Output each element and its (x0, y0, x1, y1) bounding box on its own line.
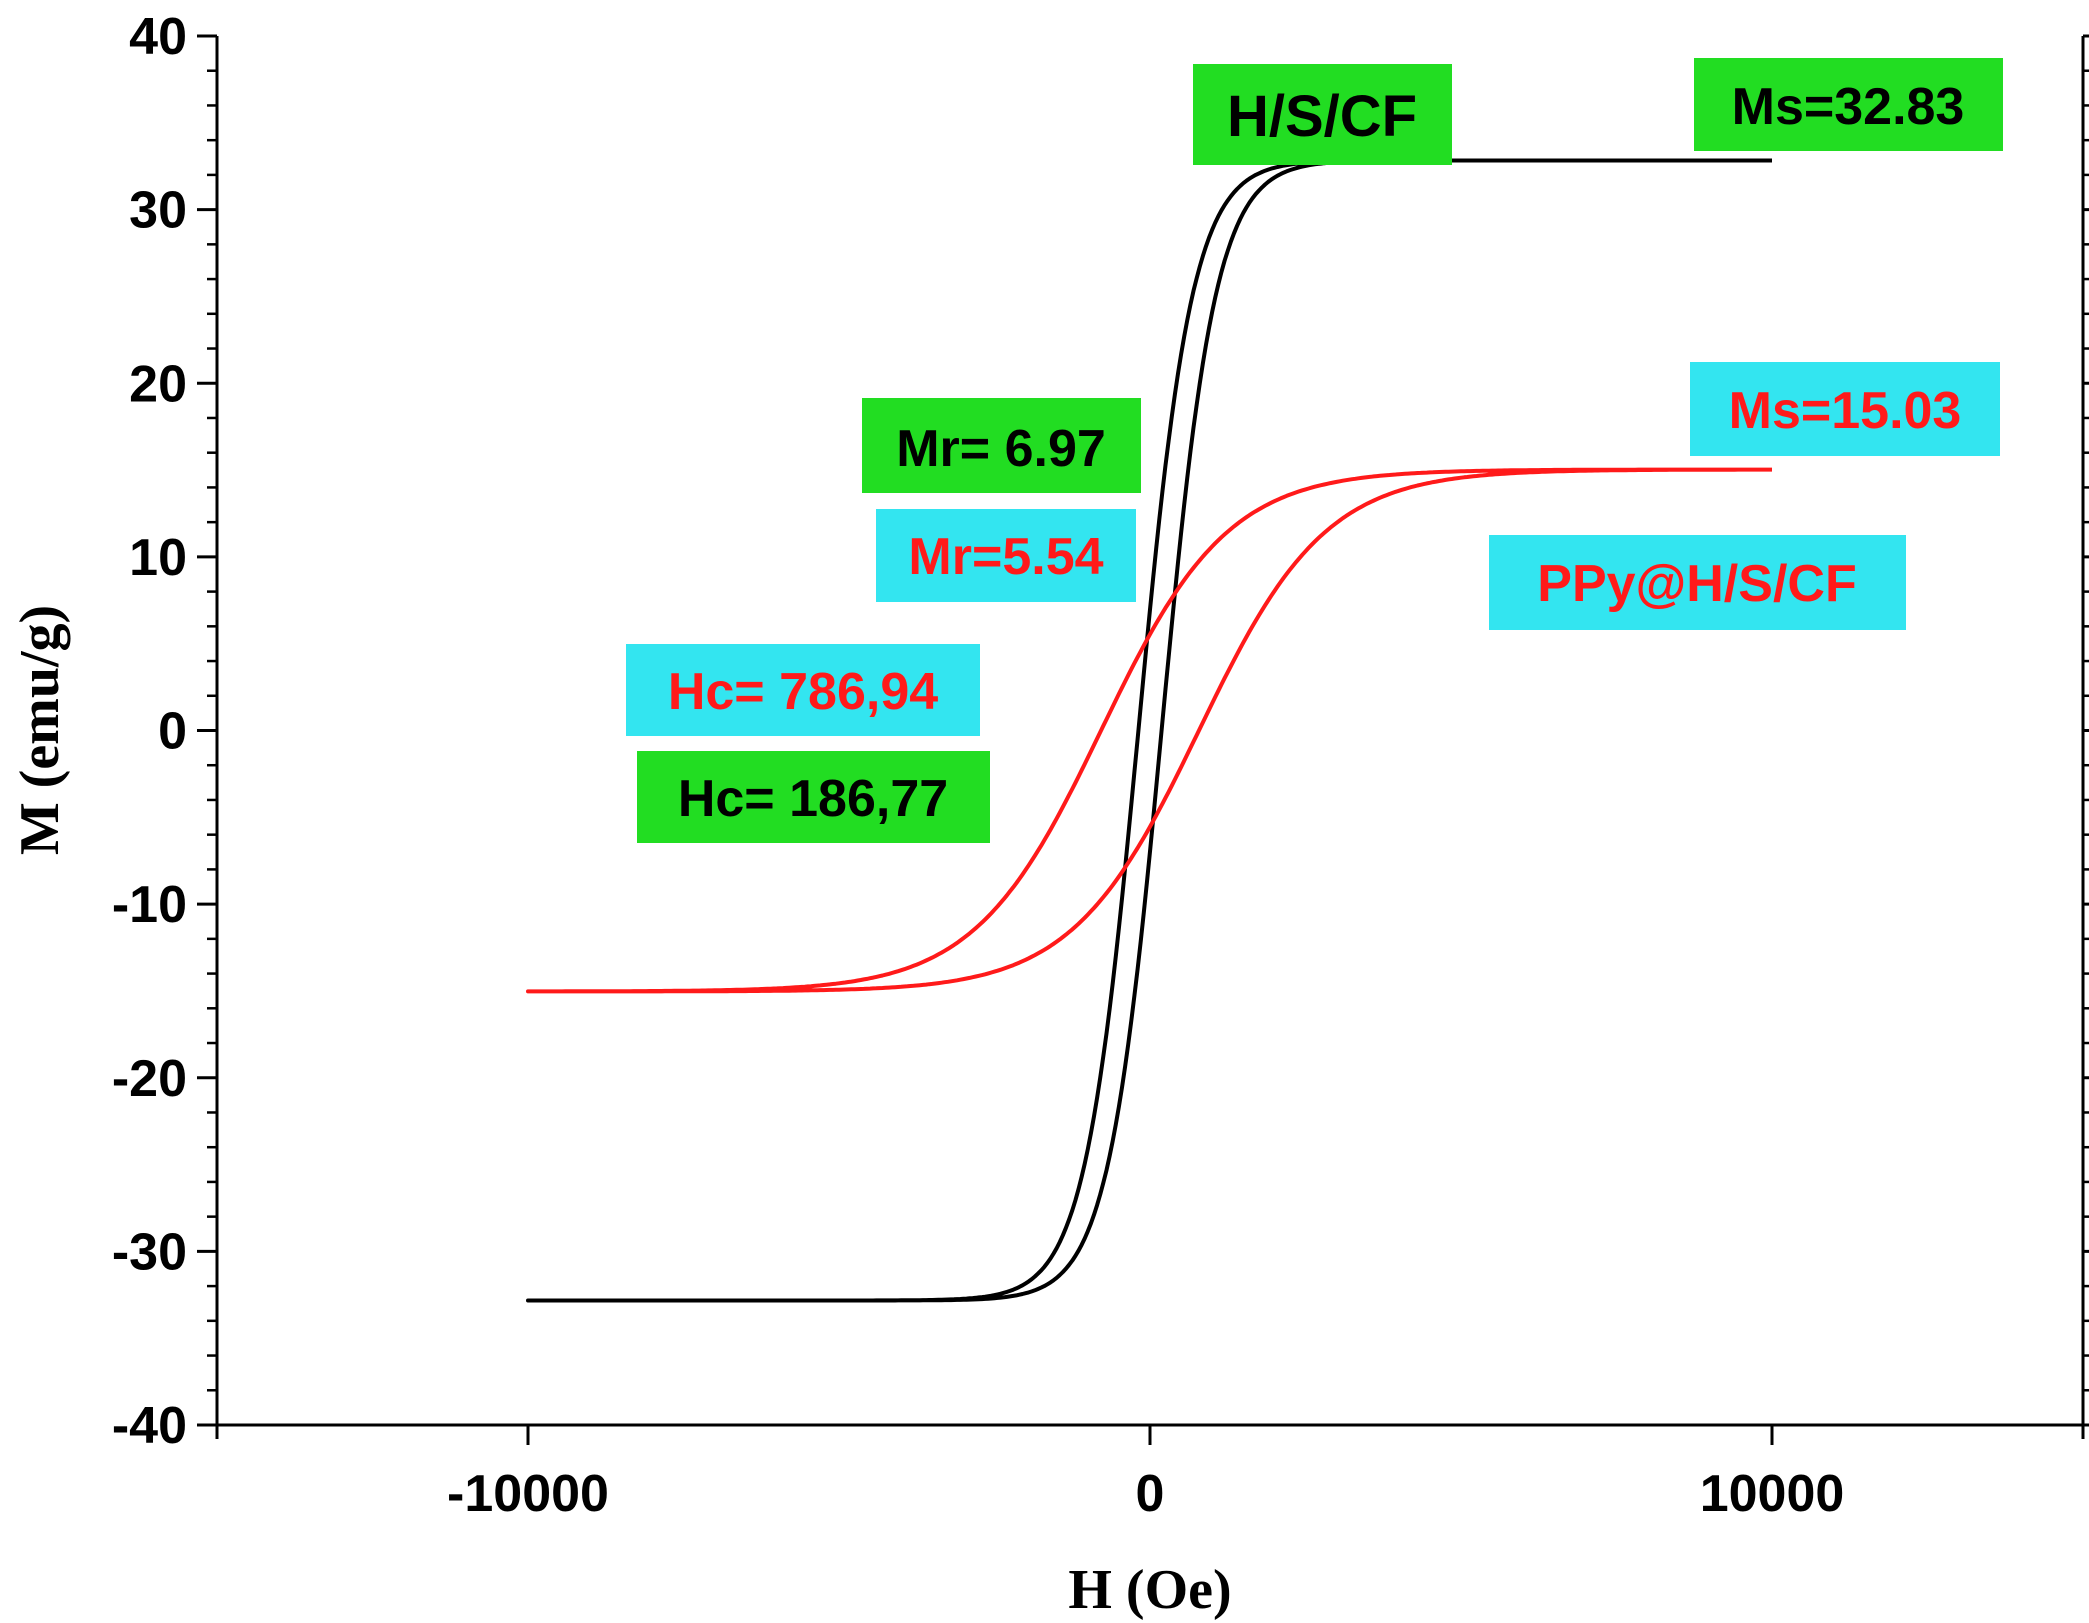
annotation-ms-hsc: Ms=32.83 (1694, 58, 2003, 151)
annotation-mr-ppy: Mr=5.54 (876, 509, 1136, 602)
annotation-box (862, 398, 1141, 493)
annotation-text: Ms=32.83 (1732, 78, 1965, 136)
axis-ticks (197, 34, 2089, 1445)
y-tick-label: 20 (129, 355, 187, 413)
annotation-text: Hc= 786,94 (668, 663, 938, 721)
annotation-box (1489, 535, 1906, 630)
y-tick-label: -30 (112, 1223, 187, 1281)
y-tick-label: 0 (158, 703, 187, 761)
series-line-ppy (526, 467, 1772, 994)
annotation-box (637, 751, 990, 843)
axis-tick-labels: -40 -30 -20 -10 0 10 20 30 40 -10000 0 10000 (112, 8, 1844, 1523)
y-tick-label: 40 (129, 8, 187, 66)
x-tick-label: 10000 (1700, 1465, 1845, 1523)
y-tick-label: 10 (129, 529, 187, 587)
annotation-text: H/S/CF (1227, 84, 1417, 149)
annotation-hc-ppy: Hc= 786,94 (626, 644, 980, 736)
annotation-text: PPy@H/S/CF (1537, 555, 1856, 613)
annotation-box (626, 644, 980, 736)
annotation-hsc-label: H/S/CF (1193, 64, 1452, 165)
y-tick-label: -10 (112, 876, 187, 934)
annotation-ppy-label: PPy@H/S/CF (1489, 535, 1906, 630)
annotation-mr-hsc: Mr= 6.97 (862, 398, 1141, 493)
y-axis-title: M (emu/g) (9, 605, 71, 855)
x-tick-label: -10000 (447, 1465, 609, 1523)
x-tick-label: 0 (1136, 1465, 1165, 1523)
y-tick-label: -20 (112, 1050, 187, 1108)
annotation-text: Mr= 6.97 (896, 420, 1106, 478)
annotation-box (876, 509, 1136, 602)
annotation-text: Ms=15.03 (1729, 382, 1962, 440)
annotation-text: Hc= 186,77 (678, 770, 948, 828)
annotation-text: Mr=5.54 (908, 528, 1103, 586)
annotation-ms-ppy: Ms=15.03 (1690, 362, 2000, 456)
x-axis-title: H (Oe) (1068, 1559, 1231, 1621)
y-tick-label: 30 (129, 182, 187, 240)
y-tick-label: -40 (112, 1397, 187, 1455)
annotation-hc-hsc: Hc= 186,77 (637, 751, 990, 843)
annotation-box (1690, 362, 2000, 456)
annotation-box (1694, 58, 2003, 151)
annotation-box (1193, 64, 1452, 165)
